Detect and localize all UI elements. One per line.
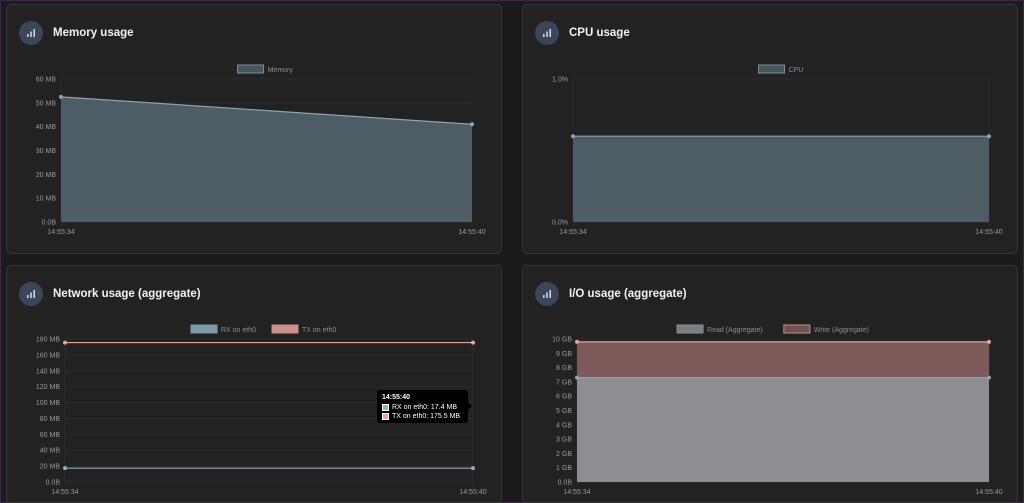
- y-tick-label: 140 MB: [36, 368, 60, 375]
- legend-swatch: [190, 324, 218, 334]
- data-point: [470, 122, 474, 127]
- card-title: Memory usage: [53, 27, 134, 39]
- series-area: [577, 377, 989, 482]
- y-tick-label: 120 MB: [36, 384, 60, 391]
- y-tick-label: 0.0%: [552, 220, 568, 227]
- card-title: CPU usage: [569, 27, 630, 39]
- network-chart[interactable]: 0.0B 20 MB 40 MB 60 MB 80 MB 100 MB 120 MB 140 …: [7, 266, 502, 503]
- bar-chart-icon: [535, 21, 559, 45]
- io-usage-card: I/O usage (aggregate) 0.0B 1 GB 2 GB 3 GB 4 …: [522, 265, 1018, 503]
- network-usage-card: Network usage (aggregate) 0.0B 20 MB 40 MB…: [6, 265, 502, 503]
- data-point: [987, 375, 991, 380]
- y-tick-label: 100 MB: [36, 400, 60, 407]
- y-tick-label: 8 GB: [556, 365, 572, 372]
- data-point: [987, 339, 991, 344]
- y-tick-label: 40 MB: [36, 124, 57, 131]
- legend-label: RX on eth0: [221, 327, 256, 334]
- card-header: Memory usage: [19, 21, 134, 45]
- y-tick-label: 0.0B: [558, 480, 573, 487]
- io-chart[interactable]: 0.0B 1 GB 2 GB 3 GB 4 GB 5 GB 6 GB 7 GB 8 GB 9 GB…: [523, 266, 1018, 503]
- y-tick-label: 6 GB: [556, 394, 572, 401]
- y-tick-label: 0.0B: [46, 480, 61, 487]
- legend-label: TX on eth0: [302, 327, 336, 334]
- memory-chart[interactable]: 0.0B 10 MB 20 MB 30 MB 40 MB 50 MB 60 MB 14:55:…: [7, 5, 502, 254]
- legend-label: CPU: [789, 67, 804, 74]
- legend-swatch: [783, 324, 811, 334]
- tooltip-title: 14:55:40: [382, 394, 411, 401]
- series-line: [60, 96, 473, 125]
- y-tick-label: 40 MB: [40, 448, 61, 455]
- x-tick-label: 14:55:40: [975, 229, 1002, 236]
- data-point: [571, 134, 575, 139]
- y-tick-label: 20 MB: [40, 464, 61, 471]
- tooltip-row-tx: TX on eth0: 175.5 MB: [382, 412, 463, 421]
- y-tick-label: 3 GB: [556, 437, 572, 444]
- legend-label: Read (Aggregate): [707, 327, 763, 334]
- bar-chart-icon: [535, 282, 559, 306]
- y-tick-label: 10 GB: [552, 337, 572, 344]
- x-tick-label: 14:55:40: [975, 489, 1002, 496]
- data-point: [471, 340, 475, 345]
- chart-tooltip: 14:55:40 RX on eth0: 17.4 MB TX on eth0:…: [377, 390, 472, 423]
- y-tick-label: 4 GB: [556, 422, 572, 429]
- legend-swatch: [271, 324, 299, 334]
- data-point: [59, 94, 63, 99]
- card-title: I/O usage (aggregate): [569, 288, 687, 300]
- x-tick-label: 14:55:34: [47, 229, 74, 236]
- x-tick-label: 14:55:34: [559, 229, 586, 236]
- y-tick-label: 1.0%: [552, 77, 568, 84]
- y-tick-label: 80 MB: [40, 416, 61, 423]
- tooltip-rx-text: RX on eth0: 17.4 MB: [392, 404, 457, 411]
- tooltip-caret: [468, 402, 472, 410]
- y-tick-label: 1 GB: [556, 465, 572, 472]
- card-header: CPU usage: [535, 21, 630, 45]
- series-area: [61, 96, 472, 222]
- legend-label: Memory: [268, 67, 294, 74]
- y-tick-label: 9 GB: [556, 351, 572, 358]
- y-tick-label: 20 MB: [36, 172, 57, 179]
- legend-swatch: [676, 324, 704, 334]
- x-tick-label: 14:55:34: [563, 489, 590, 496]
- y-tick-label: 60 MB: [40, 432, 61, 439]
- data-point: [987, 134, 991, 139]
- cpu-usage-card: CPU usage 0.0% 1.0% 14:55:34 14:55:40 CPU: [522, 4, 1018, 254]
- data-point: [575, 339, 579, 344]
- legend-swatch: [237, 64, 265, 74]
- y-tick-label: 0.0B: [42, 220, 57, 227]
- data-point: [471, 466, 475, 471]
- legend-label: Write (Aggregate): [814, 327, 869, 334]
- data-point: [63, 340, 67, 345]
- y-tick-label: 180 MB: [36, 337, 60, 344]
- y-tick-label: 7 GB: [556, 379, 572, 386]
- legend-swatch: [758, 64, 786, 74]
- tooltip-row-rx: RX on eth0: 17.4 MB: [382, 403, 463, 412]
- x-tick-label: 14:55:40: [458, 229, 485, 236]
- card-title: Network usage (aggregate): [53, 288, 201, 300]
- bar-chart-icon: [19, 282, 43, 306]
- rx-swatch: [382, 404, 389, 411]
- data-point: [63, 466, 67, 471]
- x-tick-label: 14:55:40: [459, 489, 486, 496]
- bar-chart-icon: [19, 21, 43, 45]
- tx-swatch: [382, 413, 389, 420]
- x-tick-label: 14:55:34: [51, 489, 78, 496]
- y-tick-label: 5 GB: [556, 408, 572, 415]
- card-header: Network usage (aggregate): [19, 282, 201, 306]
- y-tick-label: 160 MB: [36, 352, 60, 359]
- y-tick-label: 10 MB: [36, 196, 57, 203]
- series-area: [573, 136, 989, 222]
- y-tick-label: 30 MB: [36, 148, 57, 155]
- y-tick-label: 50 MB: [36, 100, 57, 107]
- memory-usage-card: Memory usage 0.0B 10 MB 20 MB 30 MB 40 MB 50 …: [6, 4, 502, 254]
- data-point: [575, 375, 579, 380]
- card-header: I/O usage (aggregate): [535, 282, 687, 306]
- y-tick-label: 2 GB: [556, 451, 572, 458]
- tooltip-tx-text: TX on eth0: 175.5 MB: [392, 413, 461, 420]
- cpu-chart[interactable]: 0.0% 1.0% 14:55:34 14:55:40 CPU: [523, 5, 1018, 254]
- y-tick-label: 60 MB: [36, 77, 57, 84]
